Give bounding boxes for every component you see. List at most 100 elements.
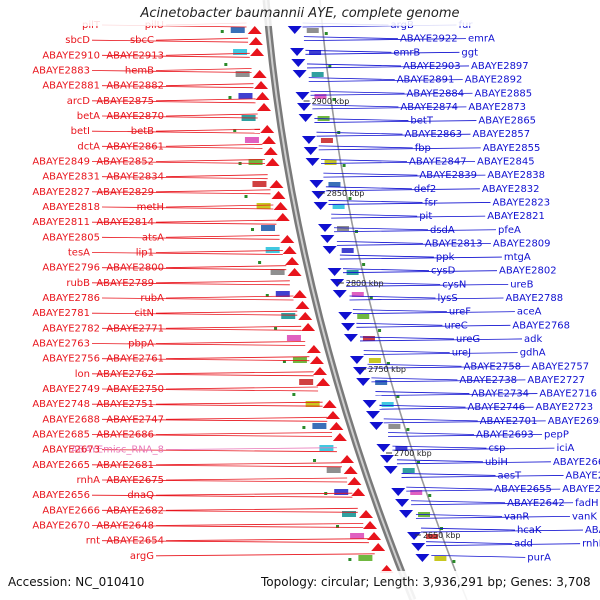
gene-label[interactable]: rubA xyxy=(140,293,164,304)
gene-label[interactable]: ABAYE2875 xyxy=(96,96,154,107)
gene-label[interactable]: lip1 xyxy=(136,248,154,259)
gene-label[interactable]: ABAYE2723 xyxy=(536,402,594,413)
gene-label[interactable]: ABAYE2682 xyxy=(106,505,164,516)
gene-label[interactable]: rnt xyxy=(86,536,100,547)
gene-label[interactable]: ABAYE2675 xyxy=(106,475,164,486)
gene-label[interactable]: vanR xyxy=(504,511,529,522)
gene-label[interactable]: cysN xyxy=(442,279,466,290)
gene-label[interactable]: ABAYE2849 xyxy=(32,157,90,168)
gene-label[interactable]: ABAYE2831 xyxy=(42,172,100,183)
gene-label[interactable]: ABAYE2734 xyxy=(471,389,529,400)
gene-label[interactable]: ABAYE2656 xyxy=(32,490,90,501)
gene-label[interactable]: pepP xyxy=(544,430,569,441)
gene-label[interactable]: vanK xyxy=(572,511,597,522)
gene-label[interactable]: ureC xyxy=(444,320,467,331)
gene-label[interactable]: csp xyxy=(488,443,505,454)
gene-label[interactable]: metH xyxy=(137,202,164,213)
gene-label[interactable]: ABAYE2621 xyxy=(585,525,600,536)
gene-label[interactable]: ABAYE2922 xyxy=(400,34,458,45)
gene-label[interactable]: dctA xyxy=(77,141,100,152)
gene-label[interactable]: ABAYE2903 xyxy=(403,61,461,72)
gene-label[interactable]: ABAYE2673 xyxy=(42,445,100,456)
gene-label[interactable]: pfeA xyxy=(498,225,521,236)
gene-label[interactable]: ABAYE2751 xyxy=(96,399,154,410)
gene-label[interactable]: fadH xyxy=(575,498,599,509)
gene-label[interactable]: ABAYE2763 xyxy=(32,339,90,350)
gene-label[interactable]: ABAYE2870 xyxy=(106,111,164,122)
gene-label[interactable]: ABAYE2747 xyxy=(106,414,164,425)
gene-label[interactable]: ABAYE2642 xyxy=(507,498,565,509)
gene-label[interactable]: iciA xyxy=(556,443,574,454)
gene-label[interactable]: ABAYE2883 xyxy=(32,66,90,77)
gene-label[interactable]: ppk xyxy=(436,252,455,263)
gene-label[interactable]: pit xyxy=(419,211,432,222)
gene-label[interactable]: rnhB xyxy=(582,539,600,550)
gene-label[interactable]: mtgA xyxy=(504,252,531,263)
gene-label[interactable]: betA xyxy=(77,111,100,122)
gene-label[interactable]: ABAYE2789 xyxy=(96,278,154,289)
gene-label[interactable]: ABAYE2693 xyxy=(476,430,534,441)
gene-label[interactable]: ABAYE2881 xyxy=(42,81,100,92)
gene-label[interactable]: argG xyxy=(130,551,154,562)
gene-label[interactable]: hemB xyxy=(125,66,154,77)
gene-label[interactable]: betB xyxy=(131,126,154,137)
gene-label[interactable]: ABAYE2861 xyxy=(106,141,164,152)
gene-label[interactable]: ABAYE2738 xyxy=(459,375,517,386)
gene-label[interactable]: dsdA xyxy=(430,225,455,236)
gene-label[interactable]: purA xyxy=(527,552,551,563)
gene-label[interactable]: ggt xyxy=(461,47,478,58)
gene-label[interactable]: ABAYE2666 xyxy=(42,505,100,516)
gene-label[interactable]: ABAYE2814 xyxy=(96,217,154,228)
gene-label[interactable]: ABAYE2834 xyxy=(106,172,164,183)
gene-label[interactable]: ABAYE2786 xyxy=(42,293,100,304)
gene-label[interactable]: ABAYE2746 xyxy=(468,402,526,413)
gene-label[interactable]: lon xyxy=(75,369,90,380)
gene-label[interactable]: betI xyxy=(71,126,90,137)
gene-label[interactable]: ABAYE2857 xyxy=(473,129,531,140)
gene-label[interactable]: ABAYE2665 xyxy=(32,460,90,471)
gene-label[interactable]: ABAYE2716 xyxy=(539,389,597,400)
gene-label[interactable]: atsA xyxy=(142,232,164,243)
gene-label[interactable]: ABAYE2648 xyxy=(96,521,154,532)
gene-label[interactable]: ABAYE2670 xyxy=(32,521,90,532)
gene-label[interactable]: ABAYE2655 xyxy=(494,484,552,495)
gene-label[interactable]: emrA xyxy=(468,34,495,45)
gene-label[interactable]: ABAYE2832 xyxy=(482,184,540,195)
gene-label[interactable]: ABAYE2852 xyxy=(96,157,154,168)
gene-label[interactable]: ureF xyxy=(449,307,471,318)
gene-label[interactable]: ABAYE2827 xyxy=(32,187,90,198)
gene-label[interactable]: gdhA xyxy=(520,348,546,359)
gene-label[interactable]: rnhA xyxy=(77,475,101,486)
gene-label[interactable]: ABAYE2811 xyxy=(32,217,90,228)
gene-label[interactable]: ABAYE2762 xyxy=(96,369,154,380)
gene-label[interactable]: ABAYE2913 xyxy=(106,50,164,61)
gene-label[interactable]: ABAYE2788 xyxy=(505,293,563,304)
gene-label[interactable]: ureJ xyxy=(452,348,471,359)
gene-label[interactable]: ABAYE2781 xyxy=(32,308,90,319)
gene-label[interactable]: ABAYE2757 xyxy=(532,361,590,372)
gene-label[interactable]: ABAYE2865 xyxy=(478,116,536,127)
gene-label[interactable]: add xyxy=(514,539,533,550)
gene-label[interactable]: ABAYE2882 xyxy=(106,81,164,92)
gene-label[interactable]: ABAYE2802 xyxy=(499,266,557,277)
gene-label[interactable]: aceA xyxy=(517,307,542,318)
gene-label[interactable]: ABAYE2813 xyxy=(425,238,483,249)
gene-label[interactable]: rubB xyxy=(66,278,90,289)
gene-label[interactable]: ABAYE2823 xyxy=(492,197,550,208)
gene-label[interactable]: ABAYE2771 xyxy=(106,323,164,334)
gene-label[interactable]: betT xyxy=(410,116,433,127)
gene-label[interactable]: ABAYE2892 xyxy=(465,75,523,86)
gene-label[interactable]: ABAYE2821 xyxy=(487,211,545,222)
gene-label[interactable]: ABAYE2809 xyxy=(493,238,551,249)
gene-label[interactable]: ABAYE2768 xyxy=(512,320,570,331)
gene-label[interactable]: ABAYE2651 xyxy=(562,484,600,495)
gene-label[interactable]: ABAYE2873 xyxy=(468,102,526,113)
gene-label[interactable]: ABAYEmisc_RNA_8 xyxy=(71,445,164,456)
gene-label[interactable]: ABAYE2727 xyxy=(527,375,585,386)
gene-label[interactable]: arcD xyxy=(67,96,91,107)
gene-label[interactable]: ABAYE2685 xyxy=(32,430,90,441)
gene-label[interactable]: tesA xyxy=(68,248,90,259)
gene-label[interactable]: ABAYE2761 xyxy=(106,354,164,365)
gene-label[interactable]: ABAYE2668 xyxy=(553,457,600,468)
gene-label[interactable]: hcaK xyxy=(517,525,542,536)
